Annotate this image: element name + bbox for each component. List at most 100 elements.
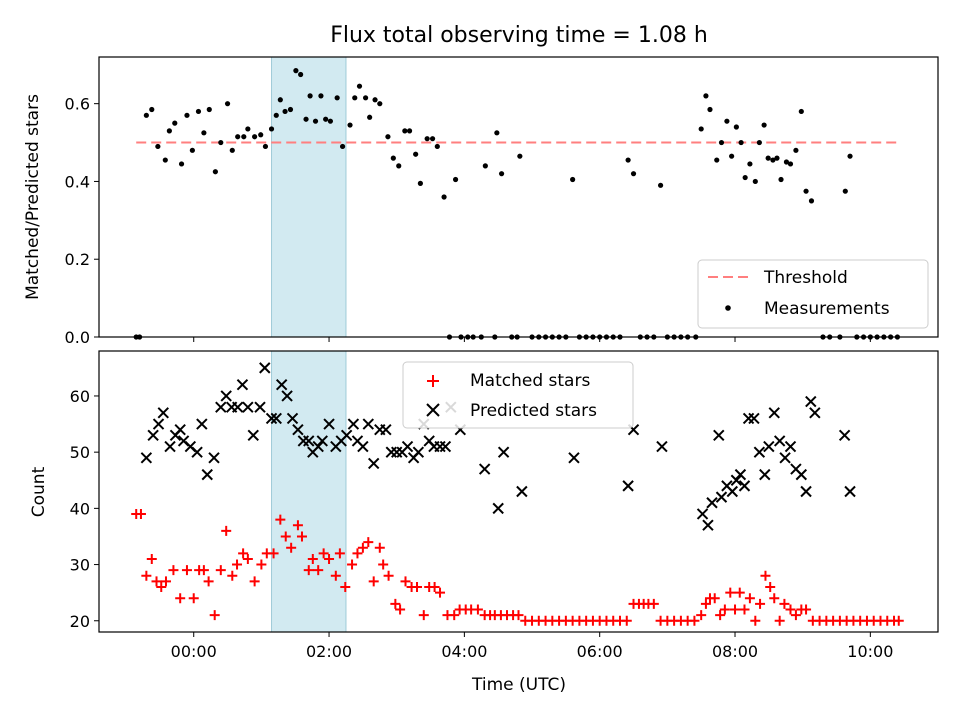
measurement-point	[498, 171, 505, 177]
measurement-point	[707, 106, 713, 113]
matched-stars-point	[689, 615, 700, 626]
matched-stars-point	[330, 570, 341, 581]
measurement-point	[783, 159, 790, 165]
measurement-point	[229, 147, 235, 153]
legend-measurements-swatch	[725, 305, 731, 311]
bottom-y-tick-label: 30	[70, 556, 90, 575]
measurement-point	[396, 163, 402, 169]
matched-stars-point	[363, 537, 374, 548]
matched-stars-point	[146, 553, 157, 564]
matched-stars-point	[744, 593, 755, 604]
matched-stars-point	[318, 548, 329, 559]
measurement-point	[625, 157, 631, 163]
measurement-point	[494, 130, 500, 136]
chart-title: Flux total observing time = 1.08 h	[330, 23, 708, 48]
bottom-y-tick-label: 40	[70, 499, 90, 518]
predicted-stars-point	[702, 519, 714, 531]
predicted-stars-point	[191, 446, 203, 458]
measurement-point	[206, 106, 212, 113]
measurement-point	[808, 198, 815, 204]
matched-stars-point	[238, 548, 249, 559]
bottom-x-tick-label: 02:00	[306, 642, 352, 661]
matched-stars-point	[472, 604, 483, 615]
matched-stars-point	[725, 587, 736, 598]
measurement-point	[172, 120, 178, 126]
predicted-stars-point	[844, 485, 856, 498]
matched-stars-point	[303, 565, 314, 576]
bottom-y-tick-label: 60	[70, 387, 90, 406]
bottom-observing-span	[271, 350, 347, 633]
top-legend: Threshold Measurements	[697, 259, 929, 329]
predicted-stars-point	[748, 412, 760, 425]
matched-stars-point	[750, 615, 761, 626]
measurement-point	[245, 126, 251, 132]
predicted-stars-point	[259, 362, 271, 374]
measurement-point	[778, 176, 784, 183]
predicted-stars-point	[316, 435, 328, 447]
measurement-point	[747, 161, 753, 167]
predicted-stars-point	[220, 390, 232, 402]
matched-stars-point	[400, 576, 411, 587]
predicted-stars-point	[242, 401, 254, 413]
measurement-point	[347, 122, 353, 128]
matched-stars-point	[198, 565, 209, 576]
matched-stars-point	[357, 542, 368, 553]
measurement-point	[434, 143, 440, 150]
measurement-point	[323, 116, 329, 122]
predicted-stars-point	[347, 418, 360, 430]
predicted-stars-point	[759, 468, 771, 481]
measurement-point	[441, 194, 447, 200]
measurement-point	[402, 128, 408, 134]
matched-stars-point	[779, 598, 790, 609]
predicted-stars-point	[656, 440, 668, 453]
predicted-stars-point	[357, 440, 369, 453]
measurement-point	[413, 151, 419, 157]
matched-stars-point	[418, 610, 429, 621]
bottom-series-0	[131, 508, 904, 626]
predicted-stars-point	[292, 423, 304, 436]
predicted-stars-point	[303, 435, 315, 447]
legend-predicted-label: Predicted stars	[470, 401, 597, 421]
measurement-point	[143, 112, 149, 118]
matched-stars-point	[215, 565, 226, 576]
matched-stars-point	[715, 610, 726, 621]
measurement-point	[367, 114, 373, 120]
predicted-stars-point	[439, 440, 452, 453]
predicted-stars-point	[196, 418, 208, 430]
predicted-stars-point	[838, 429, 851, 442]
predicted-stars-point	[516, 485, 528, 498]
measurement-point	[162, 157, 168, 163]
predicted-stars-point	[152, 418, 165, 430]
measurement-point	[452, 176, 459, 183]
predicted-stars-point	[270, 412, 282, 425]
measurement-point	[385, 134, 391, 140]
measurement-point	[761, 122, 767, 128]
bottom-legend: Matched stars Predicted stars	[402, 361, 634, 429]
measurement-point	[377, 101, 383, 107]
predicted-stars-point	[800, 485, 812, 498]
legend-matched-label: Matched stars	[470, 371, 590, 391]
predicted-stars-point	[726, 485, 739, 498]
matched-stars-point	[374, 542, 385, 553]
top-observing-span	[271, 56, 347, 338]
predicted-stars-point	[236, 379, 249, 391]
predicted-stars-point	[696, 508, 709, 520]
predicted-stars-point	[706, 497, 718, 509]
legend-measurements-label: Measurements	[764, 299, 890, 319]
matched-stars-point	[383, 570, 394, 581]
measurement-point	[334, 95, 340, 101]
measurement-point	[252, 134, 258, 140]
measurement-point	[218, 139, 224, 146]
predicted-stars-point	[738, 480, 751, 492]
matched-stars-point	[168, 565, 179, 576]
top-y-tick-label: 0.2	[65, 250, 90, 269]
predicted-stars-point	[768, 407, 780, 419]
matched-stars-point	[774, 615, 785, 626]
measurement-point	[424, 136, 430, 142]
predicted-stars-point	[275, 379, 288, 391]
measurement-point	[155, 143, 161, 150]
matched-stars-point	[730, 604, 741, 615]
measurement-point	[195, 108, 202, 115]
matched-stars-point	[296, 531, 307, 542]
